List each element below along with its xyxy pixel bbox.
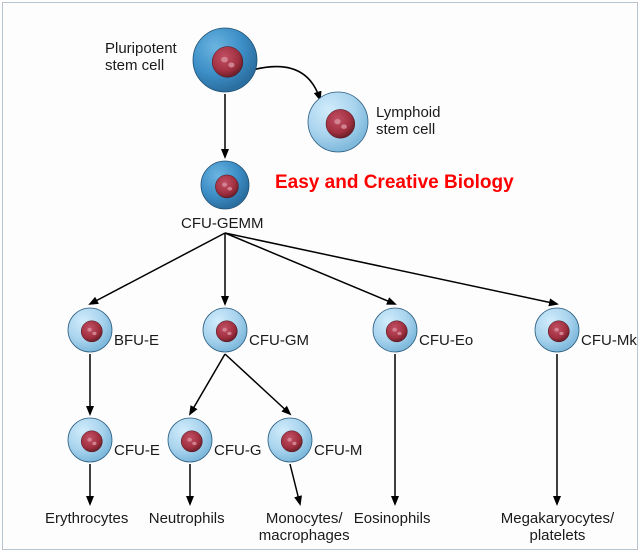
cell-cfum	[268, 418, 312, 462]
edge-cfugemm-cfueo	[225, 233, 395, 304]
edge-pluripotent-lymphoid	[254, 67, 320, 100]
frame-border	[2, 2, 638, 550]
cell-cfugm	[203, 308, 247, 352]
cell-cfue	[68, 418, 112, 462]
cell-cfueo	[373, 308, 417, 352]
terminal-label-eosino: Eosinophils	[354, 510, 431, 527]
label-cfug: CFU-G	[214, 442, 262, 459]
hematopoiesis-diagram: Easy and Creative Biology Pluripotent st…	[0, 0, 640, 552]
label-cfugemm: CFU-GEMM	[181, 215, 264, 232]
terminal-label-erythro: Erythrocytes	[45, 510, 128, 527]
label-cfugm: CFU-GM	[249, 332, 309, 349]
edge-cfugm-cfug	[190, 354, 225, 414]
watermark-text: Easy and Creative Biology	[275, 172, 514, 194]
terminal-label-mono: Monocytes/ macrophages	[259, 510, 350, 545]
label-cfum: CFU-M	[314, 442, 362, 459]
label-cfumk: CFU-Mk	[581, 332, 637, 349]
edge-cfugemm-cfumk	[225, 233, 557, 304]
edge-cfum-mono	[290, 464, 300, 504]
cell-cfugemm	[201, 161, 249, 209]
edge-cfugm-cfum	[225, 354, 290, 414]
terminal-label-neutro: Neutrophils	[149, 510, 225, 527]
cell-cfumk	[535, 308, 579, 352]
cell-bfue	[68, 308, 112, 352]
label-pluripotent: Pluripotent stem cell	[105, 40, 177, 75]
terminal-label-mega: Megakaryocytes/ platelets	[501, 510, 614, 545]
label-bfue: BFU-E	[114, 332, 159, 349]
label-lymphoid: Lymphoid stem cell	[376, 104, 440, 139]
label-cfue: CFU-E	[114, 442, 160, 459]
cell-cfug	[168, 418, 212, 462]
diagram-svg	[0, 0, 640, 552]
cell-lymphoid	[308, 92, 368, 152]
label-cfueo: CFU-Eo	[419, 332, 473, 349]
edge-cfugemm-bfue	[90, 233, 225, 304]
cell-pluripotent	[193, 28, 257, 92]
